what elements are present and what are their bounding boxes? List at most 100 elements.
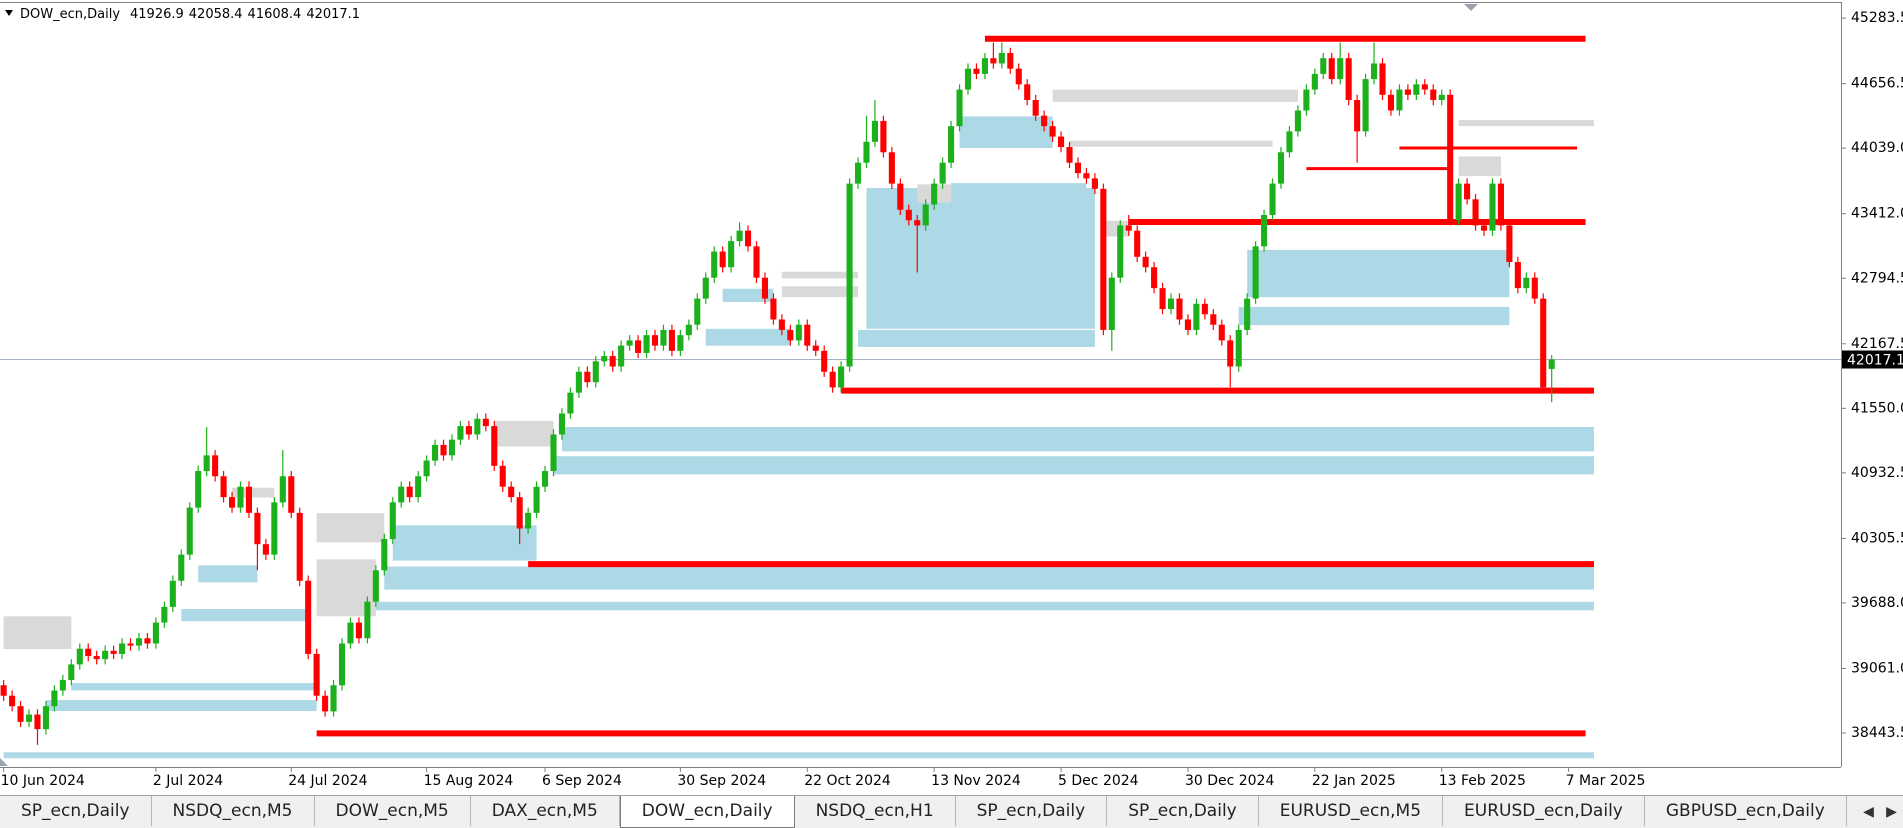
candle-body xyxy=(288,476,295,513)
candle-body xyxy=(1074,162,1082,174)
menu-arrow[interactable] xyxy=(5,10,13,16)
candle-body xyxy=(1430,89,1437,101)
candle-body xyxy=(491,426,498,466)
y-tick-label: 41550.0 xyxy=(1851,400,1903,416)
tab[interactable]: EURUSD_ecn,M5 xyxy=(1259,796,1444,826)
zone xyxy=(384,566,1594,590)
candle-body xyxy=(364,601,371,639)
candle-body xyxy=(102,650,109,660)
candle-body xyxy=(271,502,278,555)
y-tick-label: 45283.5 xyxy=(1851,10,1903,26)
candle-body xyxy=(1523,277,1530,289)
candle-body xyxy=(1193,303,1200,330)
tab[interactable]: NSDQ_ecn,H1 xyxy=(795,796,956,826)
zone xyxy=(866,188,1095,329)
candle-body xyxy=(660,329,667,346)
candle-body xyxy=(1277,152,1285,184)
zone xyxy=(781,286,859,298)
candle-body xyxy=(372,570,379,602)
chart-background xyxy=(0,0,1903,795)
candle-body xyxy=(745,230,752,247)
y-tick-label: 39688.0 xyxy=(1851,595,1903,611)
x-tick-label: 30 Sep 2024 xyxy=(677,773,766,789)
candle-body xyxy=(1531,277,1538,299)
candle-body xyxy=(998,52,1005,64)
open-value: 41926.9 xyxy=(130,7,184,22)
candle-body xyxy=(787,329,794,341)
zone xyxy=(1458,120,1594,127)
candle-body xyxy=(186,507,193,555)
x-tick-label: 15 Aug 2024 xyxy=(424,773,514,789)
candle-body xyxy=(355,622,362,639)
candle-body xyxy=(1480,225,1488,231)
candle-body xyxy=(305,580,312,654)
candle-body xyxy=(643,335,650,353)
zone xyxy=(1238,306,1510,326)
candle-body xyxy=(795,324,802,341)
candle-body xyxy=(1007,52,1014,69)
candle-body xyxy=(381,538,388,571)
candle-body xyxy=(694,298,701,325)
candle-body xyxy=(956,89,963,127)
candle-body xyxy=(1058,136,1065,148)
candle-body xyxy=(406,486,413,498)
candle-body xyxy=(541,471,549,487)
candle-body xyxy=(880,120,887,153)
candle-body xyxy=(1328,58,1335,80)
y-tick-label: 44656.5 xyxy=(1851,76,1903,92)
candle-body xyxy=(1447,94,1454,221)
candle-body xyxy=(448,439,456,456)
candle-body xyxy=(1167,298,1175,310)
high-value: 42058.4 xyxy=(189,7,243,22)
candle-body xyxy=(846,183,853,367)
candle-body xyxy=(1091,178,1098,189)
tab[interactable]: SP_ecn,Daily xyxy=(1107,796,1259,826)
scroll-left[interactable]: ◀ xyxy=(1863,804,1874,820)
candle-body xyxy=(668,329,675,351)
candle-body xyxy=(1455,183,1462,221)
candle-body xyxy=(313,653,320,696)
candle-body xyxy=(1337,58,1344,80)
candle-body xyxy=(212,455,219,477)
candle-body xyxy=(914,220,921,226)
scroll-right[interactable]: ▶ xyxy=(1886,804,1897,820)
y-tick-label: 43412.0 xyxy=(1851,206,1903,222)
zone xyxy=(3,752,1594,759)
candle-body xyxy=(228,497,236,508)
x-tick-label: 2 Jul 2024 xyxy=(153,773,223,789)
tab[interactable]: SP_ecn,Daily xyxy=(956,796,1108,826)
candle-body xyxy=(415,476,422,498)
candle-body xyxy=(76,648,83,665)
zone xyxy=(705,328,791,346)
candle-body xyxy=(508,486,515,498)
candle-body xyxy=(1379,63,1386,95)
candle-body xyxy=(863,141,870,163)
tab[interactable]: GBPUSD_ecn,Daily xyxy=(1645,796,1847,826)
candle-body xyxy=(322,695,329,712)
tab[interactable]: DOW_ecn,M5 xyxy=(315,796,471,826)
candle-body xyxy=(34,714,41,730)
tab[interactable]: SP_ecn,Daily xyxy=(0,796,152,826)
zone xyxy=(392,525,537,561)
y-tick-label: 42794.5 xyxy=(1851,270,1903,286)
candle-body xyxy=(821,350,828,372)
candle-body xyxy=(1396,89,1403,111)
candle-body xyxy=(279,476,286,503)
candle-body xyxy=(68,664,75,681)
tab[interactable]: NSDQ_ecn,M5 xyxy=(152,796,315,826)
candle-body xyxy=(651,335,659,346)
candle-body xyxy=(296,512,303,581)
x-tick-label: 13 Nov 2024 xyxy=(931,773,1021,789)
tab[interactable]: DAX_ecn,M5 xyxy=(471,796,620,826)
candle-body xyxy=(1286,131,1293,153)
candle-body xyxy=(990,58,997,64)
tab[interactable]: EURUSD_ecn,Daily xyxy=(1443,796,1645,826)
candle-body xyxy=(127,643,134,646)
tab[interactable]: DOW_ecn,Daily xyxy=(619,796,795,828)
x-tick-label: 6 Sep 2024 xyxy=(542,773,622,789)
scroll-marker xyxy=(1464,4,1478,11)
candle-body xyxy=(1100,188,1107,330)
candle-body xyxy=(905,209,912,221)
candle-body xyxy=(1472,199,1479,226)
candle-body xyxy=(1117,225,1124,278)
